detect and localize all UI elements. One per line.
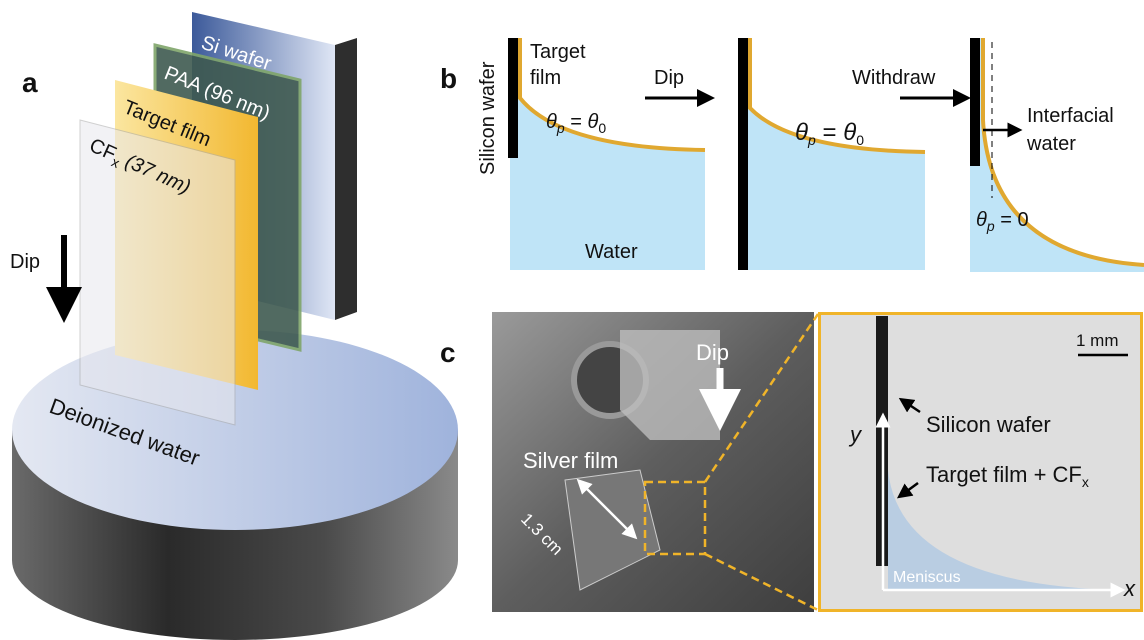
axis-label: x	[1123, 576, 1136, 601]
water-label: Water	[585, 241, 638, 263]
plate-side	[335, 38, 357, 320]
wafer	[738, 38, 748, 270]
scale-label: 1 mm	[1076, 331, 1119, 350]
axis-label: y	[848, 422, 863, 447]
panel-label: a	[22, 67, 38, 98]
text: θ	[795, 119, 808, 146]
panel-b: b Silicon wafer Target film θp = θ0 Wate…	[440, 38, 1144, 272]
dip-label: Dip	[10, 251, 40, 273]
text: θ	[976, 209, 987, 231]
wafer	[508, 38, 518, 158]
interfacial-label: water	[1026, 133, 1076, 155]
wafer-label: Silicon wafer	[926, 412, 1051, 437]
panel-label: b	[440, 63, 457, 94]
text: p	[556, 120, 565, 136]
text: =	[565, 111, 588, 133]
text: θ	[843, 119, 856, 146]
water	[970, 38, 1144, 272]
text: p	[986, 218, 995, 234]
text: 0	[598, 120, 606, 136]
angle-label: θp = 0	[976, 209, 1029, 234]
silver-label: Silver film	[523, 448, 618, 473]
figure: a Si wafer PAA (96 nm) Target film CFx (…	[0, 0, 1144, 640]
text: =	[816, 119, 843, 146]
meniscus-label: Meniscus	[893, 569, 961, 586]
angle-label: θp = θ0	[795, 119, 864, 148]
dip-label: Dip	[696, 340, 729, 365]
text: θ	[546, 111, 557, 133]
panel-a: a Si wafer PAA (96 nm) Target film CFx (…	[10, 12, 458, 640]
dip-label: Dip	[654, 67, 684, 89]
film-label: Target	[530, 41, 586, 63]
text: x	[1082, 474, 1089, 490]
panel-c: c Dip Silver film 1.3 cm 1 mm Silicon wa…	[440, 312, 1142, 612]
withdraw-label: Withdraw	[852, 67, 936, 89]
text: θ	[587, 111, 598, 133]
film-label: film	[530, 67, 561, 89]
panel-label: c	[440, 337, 456, 368]
text: p	[807, 132, 816, 148]
interfacial-label: Interfacial	[1027, 105, 1114, 127]
target-label: Target film + CFx	[926, 462, 1089, 490]
text: 0	[856, 132, 864, 148]
angle-label: θp = θ0	[546, 111, 606, 136]
text: = 0	[995, 209, 1029, 231]
wafer-label: Silicon wafer	[477, 61, 499, 175]
wafer	[970, 38, 980, 166]
text: Target film + CF	[926, 462, 1082, 487]
